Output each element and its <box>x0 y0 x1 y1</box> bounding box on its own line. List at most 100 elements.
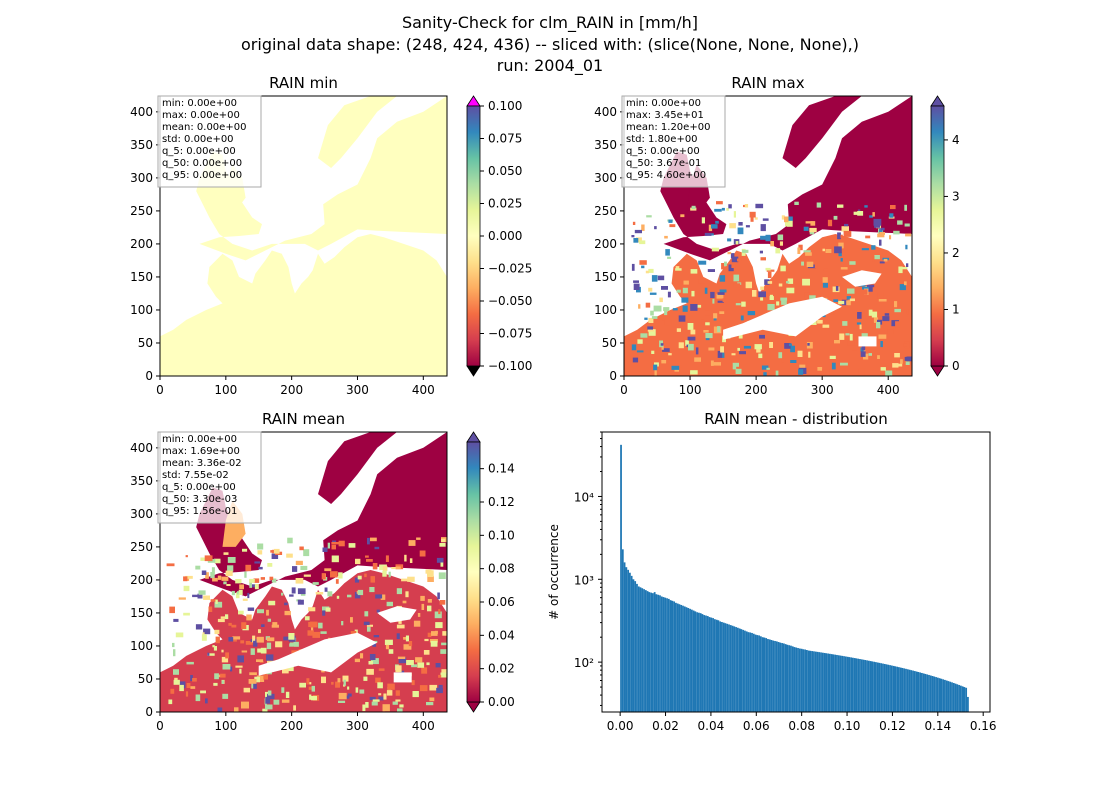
value-patch <box>787 216 793 221</box>
value-patch <box>244 571 247 578</box>
histogram-bar <box>839 655 842 712</box>
value-patch <box>267 618 271 622</box>
value-patch <box>402 600 407 604</box>
histogram-bar <box>820 652 822 712</box>
value-patch <box>387 683 395 690</box>
histogram-bar <box>675 602 677 712</box>
value-patch <box>267 563 273 567</box>
colorbar-tick-label: 0.100 <box>488 99 522 113</box>
value-patch <box>894 301 898 308</box>
value-patch <box>803 250 811 253</box>
value-patch <box>880 367 886 371</box>
histogram-bar <box>825 653 828 712</box>
value-patch <box>289 594 294 597</box>
value-patch <box>837 232 841 240</box>
value-patch <box>714 208 722 212</box>
x-tick-label: 0.12 <box>879 719 906 733</box>
x-tick-label: 0.06 <box>743 719 770 733</box>
value-patch <box>758 291 766 298</box>
sea-area <box>723 296 842 340</box>
value-patch <box>322 547 328 552</box>
histogram-bar <box>676 603 679 712</box>
histogram-bar <box>625 567 628 712</box>
value-patch <box>653 364 658 371</box>
land-area <box>196 96 447 261</box>
histogram-bar <box>701 614 704 712</box>
value-patch <box>802 278 810 286</box>
value-patch <box>713 362 721 366</box>
value-patch <box>634 229 642 234</box>
land-area <box>318 432 397 504</box>
value-patch <box>892 363 899 368</box>
value-patch <box>822 248 825 252</box>
value-patch <box>675 266 680 270</box>
panel-title: RAIN mean - distribution <box>704 410 887 428</box>
value-patch <box>238 610 244 615</box>
value-patch <box>288 664 294 672</box>
value-patch <box>636 350 644 353</box>
value-patch <box>375 677 381 683</box>
value-patch <box>363 621 370 626</box>
x-tick-label: 400 <box>412 719 435 733</box>
y-tick-label: 150 <box>130 606 153 620</box>
histogram-bar <box>963 687 966 712</box>
value-patch <box>719 289 727 293</box>
value-patch <box>717 292 725 295</box>
value-patch <box>685 340 689 346</box>
histogram-bar <box>857 658 860 712</box>
value-patch <box>717 350 723 358</box>
value-patch <box>288 633 295 640</box>
value-patch <box>678 365 683 368</box>
histogram-bar <box>765 638 768 712</box>
histogram-bar <box>774 640 776 712</box>
value-patch <box>308 686 314 690</box>
value-patch <box>687 336 696 341</box>
histogram-bar <box>921 672 923 712</box>
histogram-bar <box>705 615 707 712</box>
histogram-bar <box>761 637 764 712</box>
histogram-bar <box>791 646 794 712</box>
histogram-bar <box>712 618 714 712</box>
value-patch <box>266 642 272 650</box>
value-patch <box>676 328 681 332</box>
value-patch <box>214 673 219 680</box>
value-patch <box>731 353 736 356</box>
value-patch <box>843 230 852 237</box>
value-patch <box>849 333 853 341</box>
value-patch <box>250 648 255 655</box>
value-patch <box>775 370 779 376</box>
value-patch <box>797 247 801 254</box>
histogram-bar <box>965 687 968 712</box>
value-patch <box>904 281 907 286</box>
value-patch <box>186 661 194 665</box>
value-patch <box>765 267 771 271</box>
value-patch <box>864 289 868 295</box>
histogram-bar <box>913 671 916 712</box>
stats-box-background <box>157 431 262 524</box>
value-patch <box>722 298 726 303</box>
value-patch <box>687 323 694 330</box>
histogram-bar <box>818 652 821 712</box>
value-patch <box>708 347 715 351</box>
x-tick-label: 300 <box>346 719 369 733</box>
value-patch <box>721 207 725 211</box>
value-patch <box>661 360 667 364</box>
value-patch <box>249 578 255 583</box>
value-patch <box>680 214 685 218</box>
value-patch <box>438 674 442 678</box>
value-patch <box>295 578 304 584</box>
x-tick-label: 0 <box>156 383 164 397</box>
value-patch <box>839 333 845 340</box>
value-patch <box>899 267 908 270</box>
value-patch <box>906 356 912 362</box>
value-patch <box>309 694 312 700</box>
value-patch <box>235 592 240 599</box>
value-patch <box>338 692 347 700</box>
value-patch <box>713 317 717 321</box>
value-patch <box>195 694 201 702</box>
value-patch <box>343 679 346 686</box>
value-patch <box>355 558 361 565</box>
histogram-bar <box>827 653 829 712</box>
value-patch <box>232 636 241 640</box>
value-patch <box>322 606 330 611</box>
